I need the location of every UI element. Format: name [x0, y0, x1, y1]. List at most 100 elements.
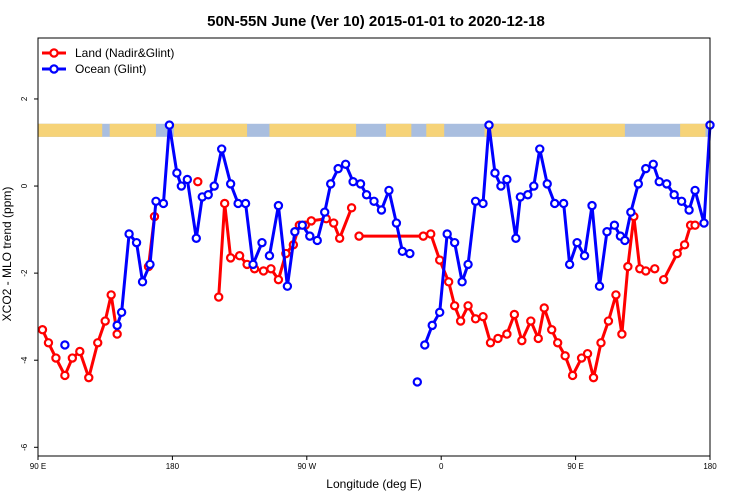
data-point	[587, 200, 597, 211]
data-point	[203, 190, 213, 200]
data-point	[529, 181, 539, 191]
data-point	[449, 301, 460, 311]
data-point	[517, 335, 527, 346]
series-line	[267, 162, 411, 288]
data-point	[257, 237, 267, 248]
data-point	[699, 218, 709, 228]
data-point	[391, 218, 402, 228]
data-point	[376, 205, 387, 215]
data-point	[418, 231, 428, 241]
data-point	[320, 207, 330, 217]
data-point	[427, 320, 437, 331]
data-point	[684, 205, 694, 215]
data-point	[172, 168, 182, 178]
data-point	[37, 325, 48, 335]
data-point	[333, 163, 343, 174]
data-point	[145, 259, 155, 270]
data-point	[248, 259, 258, 270]
data-point	[164, 120, 175, 130]
data-point	[191, 233, 201, 243]
data-point	[273, 200, 284, 211]
data-point	[654, 176, 664, 187]
series-ocean	[60, 120, 715, 387]
data-point	[435, 255, 445, 265]
data-point	[633, 179, 644, 189]
legend-marker	[49, 64, 59, 74]
data-point	[493, 333, 503, 344]
plot-frame	[37, 37, 711, 457]
data-point	[240, 198, 251, 209]
data-point	[106, 290, 116, 300]
data-point	[558, 198, 569, 209]
legend-marker	[49, 48, 59, 58]
chart-title: 50N-55N June (Ver 10) 2015-01-01 to 2020…	[207, 13, 545, 30]
data-point	[233, 198, 243, 209]
data-point	[442, 229, 452, 239]
y-tick-label: -4	[20, 356, 29, 364]
data-point	[397, 246, 408, 257]
data-point	[576, 353, 587, 363]
data-point	[176, 181, 187, 191]
data-point	[84, 372, 94, 383]
land-band	[38, 123, 103, 137]
plot-area	[37, 120, 715, 387]
data-point	[676, 196, 687, 206]
data-point	[650, 264, 660, 274]
data-point	[124, 229, 134, 239]
land-band	[109, 123, 156, 137]
y-axis-label: XCO2 - MLO trend (ppm)	[0, 187, 14, 322]
y-tick-label: 0	[20, 183, 29, 188]
data-point	[515, 192, 526, 202]
data-point	[325, 179, 336, 189]
x-tick-label: 90 E	[567, 462, 583, 471]
data-point	[131, 237, 142, 248]
data-point	[564, 259, 575, 270]
data-point	[620, 235, 630, 246]
data-point	[617, 329, 627, 339]
data-point	[75, 346, 85, 357]
data-point	[523, 190, 533, 200]
data-point	[112, 320, 122, 331]
legend: Land (Nadir&Glint) Ocean (Glint)	[42, 46, 174, 76]
land-band	[269, 123, 357, 137]
data-point	[579, 251, 590, 261]
data-point	[426, 229, 436, 239]
data-point	[679, 240, 690, 250]
data-point	[463, 259, 473, 270]
data-point	[305, 231, 315, 241]
data-point	[542, 179, 552, 189]
data-point	[60, 370, 70, 381]
data-point	[443, 277, 454, 287]
data-point	[182, 174, 193, 185]
data-point	[478, 198, 488, 209]
data-point	[116, 307, 127, 318]
data-point	[509, 309, 520, 320]
data-point	[567, 370, 578, 381]
data-point	[384, 185, 394, 196]
data-point	[648, 159, 658, 169]
data-point	[219, 198, 230, 209]
land-ocean-strip	[38, 123, 710, 137]
data-point	[151, 196, 161, 206]
data-point	[470, 196, 481, 206]
series-line	[423, 123, 712, 346]
data-point	[549, 198, 560, 209]
data-point	[535, 144, 545, 154]
data-point	[348, 176, 358, 187]
data-point	[539, 303, 549, 313]
land-band	[385, 123, 412, 137]
data-point	[659, 274, 669, 285]
x-tick-label: 0	[439, 462, 444, 471]
x-axis-label: Longitude (deg E)	[326, 477, 421, 491]
data-point	[225, 179, 236, 189]
data-point	[258, 266, 269, 276]
data-point	[266, 264, 276, 274]
data-point	[334, 233, 345, 243]
data-point	[412, 377, 423, 387]
data-point	[67, 353, 78, 363]
data-point	[690, 185, 700, 196]
data-point	[485, 338, 496, 348]
data-point	[420, 340, 430, 350]
data-point	[547, 325, 557, 335]
data-point	[264, 251, 275, 261]
